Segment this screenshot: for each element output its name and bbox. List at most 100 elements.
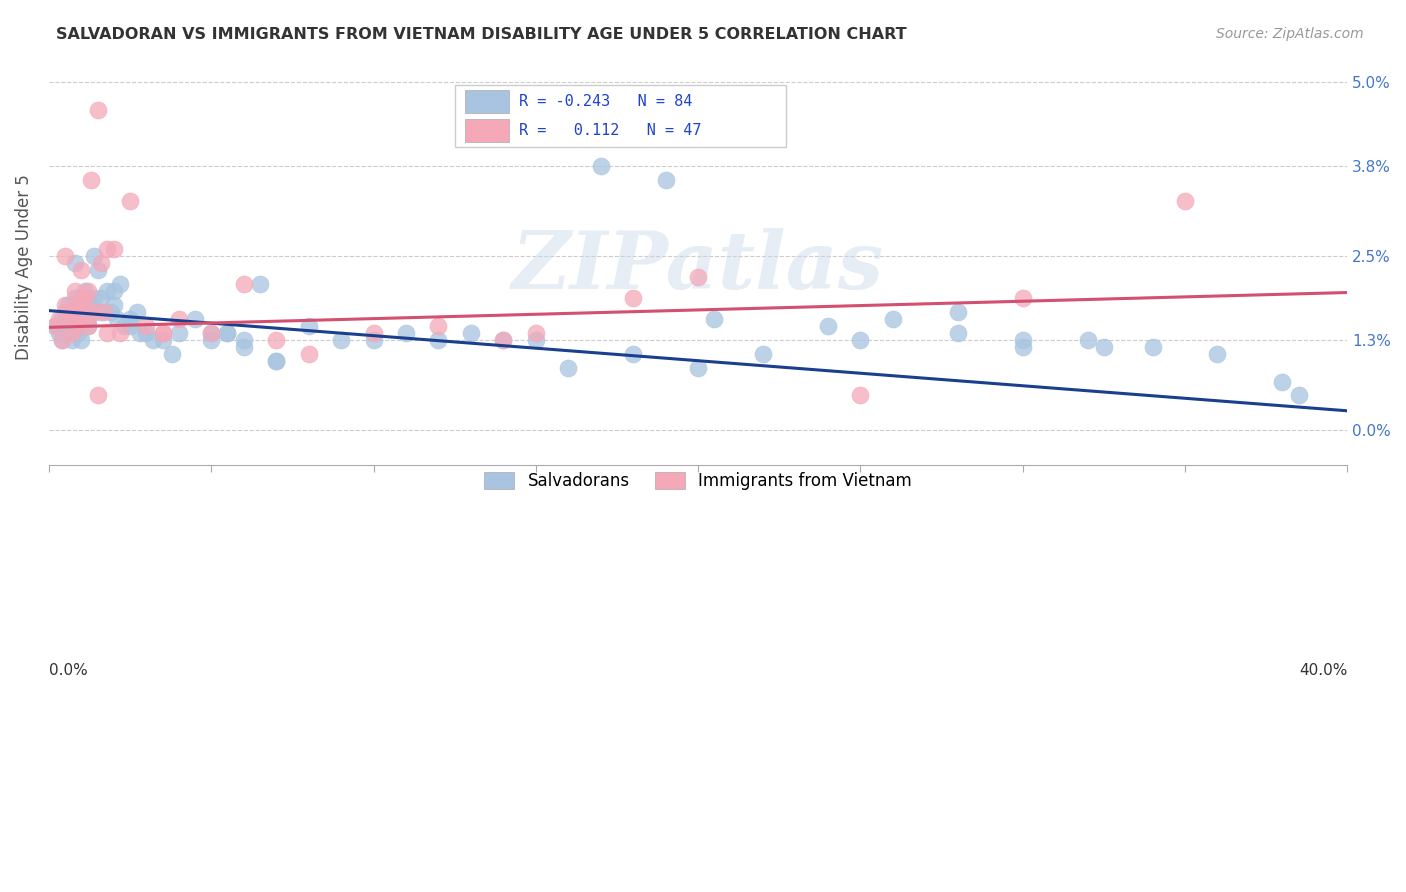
Point [654,173,676,187]
Point [110,326,132,340]
Point [63,284,86,298]
Point [80,298,103,312]
Point [152,326,174,340]
Point [83,291,105,305]
Point [264,353,287,368]
Point [110,277,132,292]
Text: ZIPatlas: ZIPatlas [512,228,884,306]
Point [70,263,93,277]
Point [90,305,112,319]
Point [363,326,385,340]
Point [60,312,83,326]
Point [96,326,118,340]
Point [86,388,108,402]
Point [53,318,76,333]
Point [524,326,547,340]
Point [621,347,644,361]
Point [77,291,100,305]
Point [105,312,128,326]
Point [264,353,287,368]
Point [73,284,96,298]
Point [86,103,108,118]
Point [589,159,612,173]
Point [167,326,190,340]
Point [1271,375,1294,389]
Point [86,263,108,277]
Point [395,326,418,340]
Point [70,333,93,347]
Point [60,312,83,326]
Point [492,333,515,347]
Point [200,326,222,340]
Point [232,340,254,354]
Point [51,312,73,326]
Point [103,298,125,312]
Point [63,256,86,270]
Point [67,318,90,333]
Point [63,305,86,319]
Point [77,305,100,319]
Point [330,333,353,347]
Point [90,256,112,270]
Point [112,318,135,333]
Point [232,333,254,347]
Point [152,333,174,347]
Point [1092,340,1115,354]
Point [162,347,184,361]
Point [51,333,73,347]
Point [103,284,125,298]
Point [946,326,969,340]
Point [557,360,579,375]
Point [217,326,239,340]
Point [1174,194,1197,208]
Point [184,312,207,326]
Point [103,243,125,257]
Point [70,312,93,326]
Point [1011,340,1033,354]
Point [63,291,86,305]
Text: 40.0%: 40.0% [1299,664,1347,678]
Point [48,326,70,340]
Point [60,326,83,340]
Point [67,298,90,312]
Point [96,243,118,257]
Point [48,312,70,326]
Point [849,388,872,402]
Point [44,318,66,333]
Point [232,277,254,292]
Point [249,277,271,292]
Point [80,173,103,187]
Text: SALVADORAN VS IMMIGRANTS FROM VIETNAM DISABILITY AGE UNDER 5 CORRELATION CHART: SALVADORAN VS IMMIGRANTS FROM VIETNAM DI… [56,27,907,42]
Point [363,333,385,347]
Point [80,305,103,319]
Point [53,305,76,319]
Point [58,326,80,340]
Point [882,312,904,326]
Point [298,318,321,333]
Point [70,298,93,312]
Point [100,305,122,319]
Point [120,318,142,333]
Point [83,305,105,319]
Point [60,333,83,347]
Point [90,291,112,305]
Point [77,284,100,298]
Point [817,318,839,333]
Point [73,291,96,305]
Point [125,305,148,319]
Point [688,270,710,285]
Point [51,333,73,347]
Point [1077,333,1099,347]
Point [1288,388,1310,402]
Legend: Salvadorans, Immigrants from Vietnam: Salvadorans, Immigrants from Vietnam [478,465,918,496]
Point [200,333,222,347]
Point [53,249,76,263]
Point [120,194,142,208]
Point [1142,340,1164,354]
Point [67,326,90,340]
Point [217,326,239,340]
Point [1011,291,1033,305]
Point [298,347,321,361]
Point [427,318,450,333]
Point [752,347,775,361]
